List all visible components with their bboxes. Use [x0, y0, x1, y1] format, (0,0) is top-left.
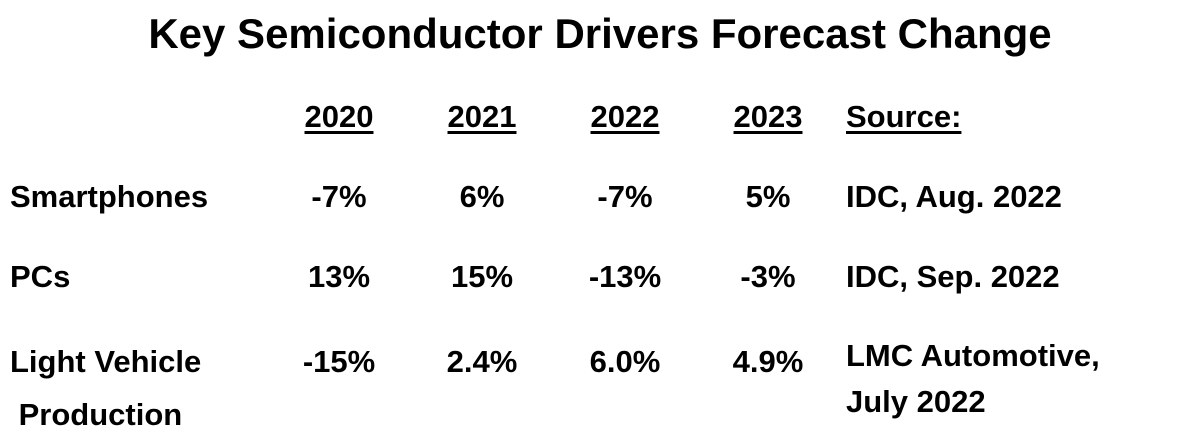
cell-source-line2: July 2022: [846, 384, 986, 419]
cell-2023: -3%: [740, 259, 796, 294]
cell-2020: 13%: [307, 259, 371, 294]
cell-2021: 2.4%: [446, 344, 518, 379]
cell-2020: -7%: [311, 179, 367, 214]
cell-2021: 6%: [459, 179, 505, 214]
cell-2022: -13%: [588, 259, 662, 294]
cell-2023: 5%: [745, 179, 791, 214]
header-source: Source:: [846, 99, 962, 134]
row-label-smartphones: Smartphones: [10, 179, 209, 214]
cell-source-line1: LMC Automotive,: [846, 338, 1100, 373]
row-label-light-vehicle-line1: Light Vehicle: [10, 344, 202, 379]
cell-2020: -15%: [302, 344, 376, 379]
slide-title: Key Semiconductor Drivers Forecast Chang…: [148, 10, 1052, 57]
header-2022: 2022: [590, 99, 660, 134]
cell-2022: -7%: [597, 179, 653, 214]
header-2023: 2023: [733, 99, 803, 134]
header-2021: 2021: [447, 99, 517, 134]
cell-source: IDC, Aug. 2022: [846, 179, 1062, 214]
cell-2021: 15%: [450, 259, 514, 294]
row-label-pcs: PCs: [10, 259, 71, 294]
cell-source: IDC, Sep. 2022: [846, 259, 1060, 294]
cell-2022: 6.0%: [589, 344, 661, 379]
cell-2023: 4.9%: [732, 344, 804, 379]
row-label-light-vehicle-line2: Production: [10, 397, 183, 432]
header-2020: 2020: [304, 99, 374, 134]
